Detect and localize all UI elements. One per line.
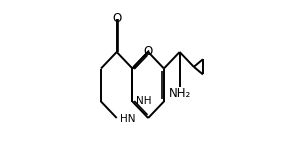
Text: NH₂: NH₂	[168, 87, 191, 100]
Text: NH: NH	[136, 96, 152, 106]
Text: O: O	[112, 12, 121, 25]
Text: O: O	[144, 46, 153, 58]
Text: HN: HN	[120, 114, 136, 124]
